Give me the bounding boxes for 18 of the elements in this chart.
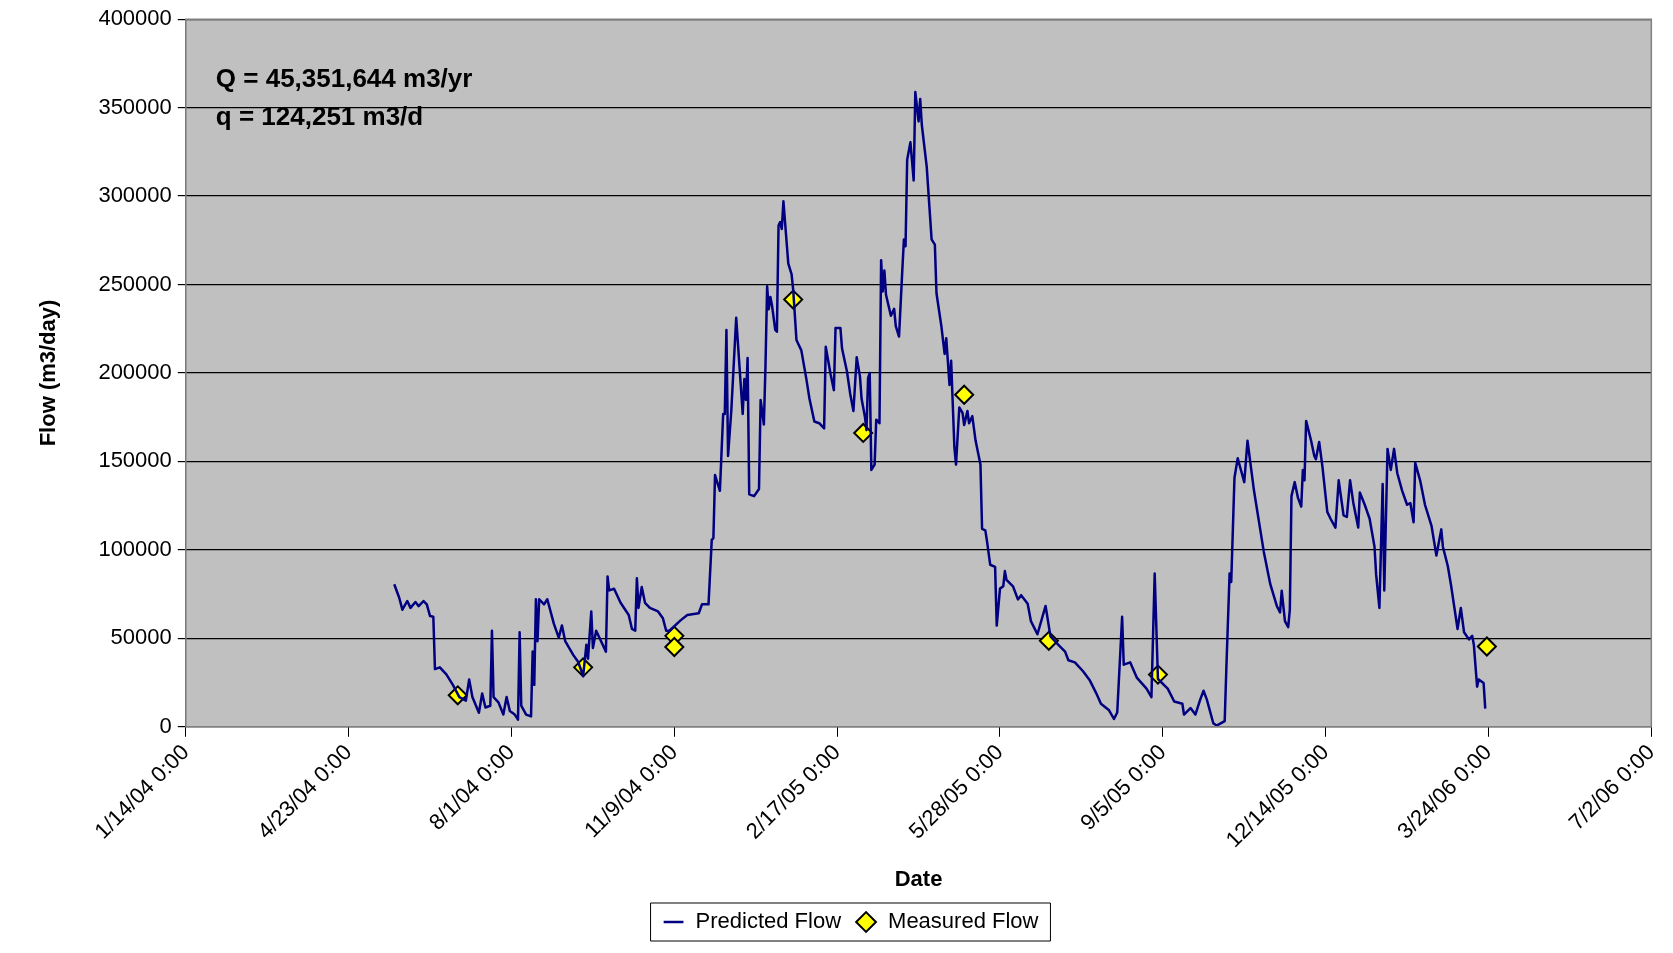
y-tick-label: 250000	[98, 270, 172, 296]
legend-label: Predicted Flow	[695, 908, 842, 934]
y-tick-label: 100000	[98, 535, 172, 561]
y-tick-label: 350000	[98, 93, 172, 119]
y-tick-label: 300000	[98, 182, 172, 208]
point	[1476, 636, 1497, 657]
point	[954, 384, 975, 405]
x-axis-title: Date	[894, 865, 943, 891]
annotation: q = 124,251 m3/d	[215, 101, 424, 132]
y-tick-label: 0	[159, 712, 172, 738]
y-tick-label: 400000	[98, 5, 172, 31]
legend-label: Measured Flow	[888, 908, 1039, 934]
y-tick-label: 50000	[110, 624, 172, 650]
point	[664, 637, 685, 657]
y-axis-title: Flow (m3/day)	[35, 299, 61, 447]
y-tick-label: 150000	[98, 447, 172, 473]
y-tick-label: 200000	[98, 359, 172, 385]
annotation: Q = 45,351,644 m3/yr	[215, 63, 473, 94]
